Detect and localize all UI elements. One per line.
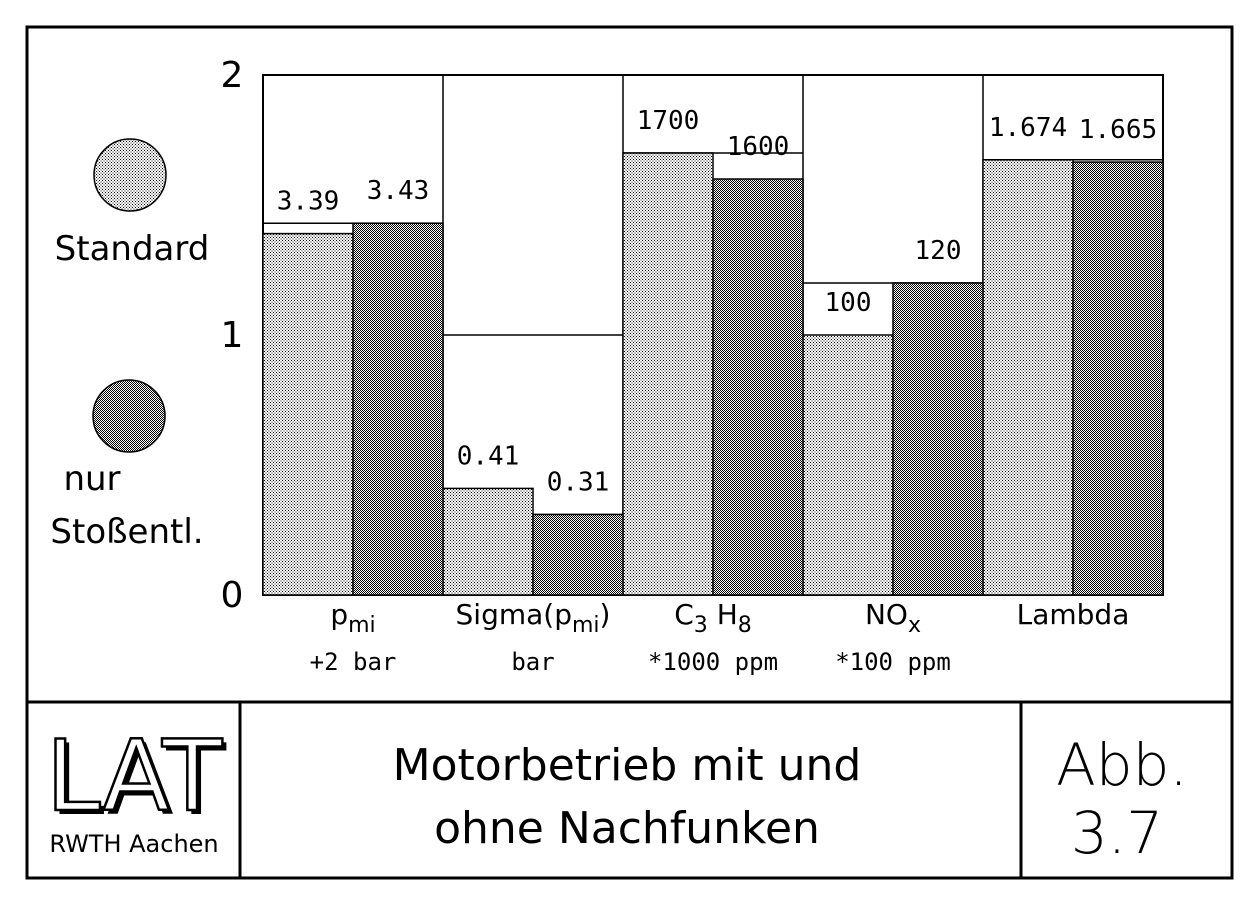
bar-stossentl xyxy=(532,513,624,596)
bar-value-label: 0.41 xyxy=(457,441,520,471)
legend-label-stossentl: Stoßentl. xyxy=(50,512,203,552)
logo-text: LAT xyxy=(46,720,223,834)
legend-label-standard: Standard xyxy=(55,229,210,269)
y-tick-label: 0 xyxy=(221,575,244,616)
y-tick-label: 1 xyxy=(221,315,244,356)
bar-stossentl xyxy=(352,222,444,596)
logo-shadow: LAT xyxy=(50,724,227,838)
category-label: Sigma(pmi) xyxy=(456,598,611,638)
bar-value-label: 1600 xyxy=(727,132,790,162)
bar-stossentl xyxy=(1072,161,1164,596)
category-unit-label: *100 ppm xyxy=(835,648,951,676)
bar-standard xyxy=(982,159,1074,596)
logo-subtitle: RWTH Aachen xyxy=(49,830,218,858)
bar-value-label: 3.43 xyxy=(367,176,430,206)
category-label: Lambda xyxy=(1017,598,1130,631)
category-label: C3 H8 xyxy=(674,598,752,638)
category-label: NOx xyxy=(865,598,921,638)
bar-value-label: 1.665 xyxy=(1079,115,1157,145)
bar-standard xyxy=(442,487,534,596)
figure-label: Abb. xyxy=(1056,731,1188,799)
bar-standard xyxy=(262,232,354,596)
category-unit-label: +2 bar xyxy=(310,648,397,676)
bar-value-label: 3.39 xyxy=(277,187,340,217)
bar-value-label: 1700 xyxy=(637,106,700,136)
legend-swatch-stossentl xyxy=(92,379,166,453)
bar-stossentl xyxy=(892,282,984,596)
outer-frame xyxy=(25,25,1234,880)
legend-swatch-standard xyxy=(93,138,167,212)
bar-standard xyxy=(802,334,894,596)
category-label: pmi xyxy=(330,598,375,638)
bar-value-label: 120 xyxy=(915,236,962,266)
bar-value-label: 100 xyxy=(825,288,872,318)
figure-title-line-1: Motorbetrieb mit und xyxy=(393,740,862,791)
figure-title-line-2: ohne Nachfunken xyxy=(434,803,820,854)
y-tick-label: 2 xyxy=(221,55,244,96)
bar-value-label: 0.31 xyxy=(547,467,610,497)
legend-label-nur: nur xyxy=(63,459,120,499)
category-unit-label: bar xyxy=(511,648,554,676)
lat-logo: LAT LAT xyxy=(45,719,228,838)
figure-number: 3.7 xyxy=(1071,799,1163,867)
category-unit-label: *1000 ppm xyxy=(648,648,778,676)
bar-standard xyxy=(622,152,714,596)
bar-value-label: 1.674 xyxy=(989,113,1067,143)
bar-stossentl xyxy=(712,178,804,596)
